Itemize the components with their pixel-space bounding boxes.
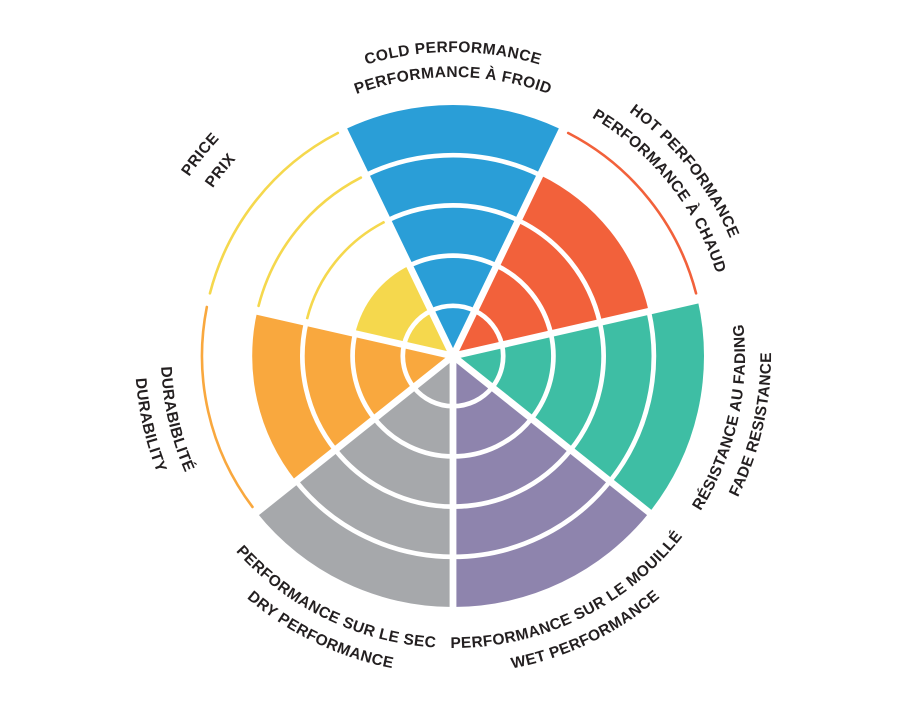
segment-label-text-hot-performance-en: HOT PERFORMANCE	[627, 101, 743, 240]
ring-divider-durability-1	[400, 344, 416, 389]
ring-divider-dry-performance-2	[372, 417, 454, 459]
wedge-cold-performance	[344, 105, 562, 356]
ring-divider-dry-performance-4	[294, 479, 454, 560]
ring-divider-wet-performance-4	[452, 479, 612, 560]
wedge-gaps-layer	[199, 121, 707, 615]
ring-divider-wet-performance-3	[452, 448, 573, 509]
wedge-gap-5	[248, 353, 456, 521]
ring-divider-dry-performance-1	[411, 385, 454, 409]
ring-divider-price-1	[401, 308, 433, 346]
ring-divider-fade-resistance-4	[608, 310, 657, 483]
wedge-gap-2	[452, 295, 707, 360]
ring-divider-dry-performance-3	[333, 448, 454, 509]
ring-divider-fade-resistance-3	[568, 321, 606, 452]
wedge-gap-0	[337, 121, 457, 358]
wedge-price	[355, 265, 453, 356]
segment-label-text-cold-performance-fr: PERFORMANCE À FROID	[352, 64, 554, 98]
segment-label-textpath-cold-performance-fr: PERFORMANCE À FROID	[352, 64, 553, 98]
wedges-layer	[252, 105, 705, 607]
wedge-wet-performance	[453, 356, 650, 607]
wedge-hot-performance	[453, 175, 649, 356]
wedge-dry-performance	[256, 356, 453, 607]
unfilled-ring-outline-durability-5	[200, 305, 254, 509]
ring-divider-fade-resistance-2	[529, 333, 556, 421]
ring-divider-durability-2	[350, 333, 377, 421]
segment-label-textpath-hot-performance-en: HOT PERFORMANCE	[627, 101, 742, 240]
wedge-gap-6	[199, 295, 454, 360]
wedge-gap-1	[449, 121, 569, 358]
ring-divider-hot-performance-3	[517, 218, 603, 324]
ring-divider-wet-performance-2	[452, 417, 534, 459]
ring-divider-wet-performance-1	[452, 385, 495, 409]
ring-divider-durability-3	[300, 321, 338, 452]
unfilled-ring-outlines-layer	[200, 131, 698, 509]
ring-divider-hot-performance-1	[473, 308, 505, 346]
ring-divider-hot-performance-2	[495, 263, 554, 335]
unfilled-ring-outline-price-4	[257, 176, 363, 308]
ring-divider-cold-performance-3	[386, 203, 520, 223]
ring-divider-cold-performance-4	[364, 152, 542, 178]
unfilled-ring-outline-hot-performance-5	[566, 131, 698, 295]
unfilled-ring-outline-price-5	[208, 131, 340, 295]
wedge-gap-3	[450, 353, 658, 521]
unfilled-ring-outline-price-3	[305, 220, 386, 320]
ring-dividers-layer	[294, 152, 657, 560]
wedge-fade-resistance	[453, 300, 705, 513]
ring-divider-fade-resistance-1	[490, 344, 506, 389]
ring-divider-cold-performance-1	[430, 303, 476, 313]
ring-divider-cold-performance-2	[408, 253, 498, 268]
